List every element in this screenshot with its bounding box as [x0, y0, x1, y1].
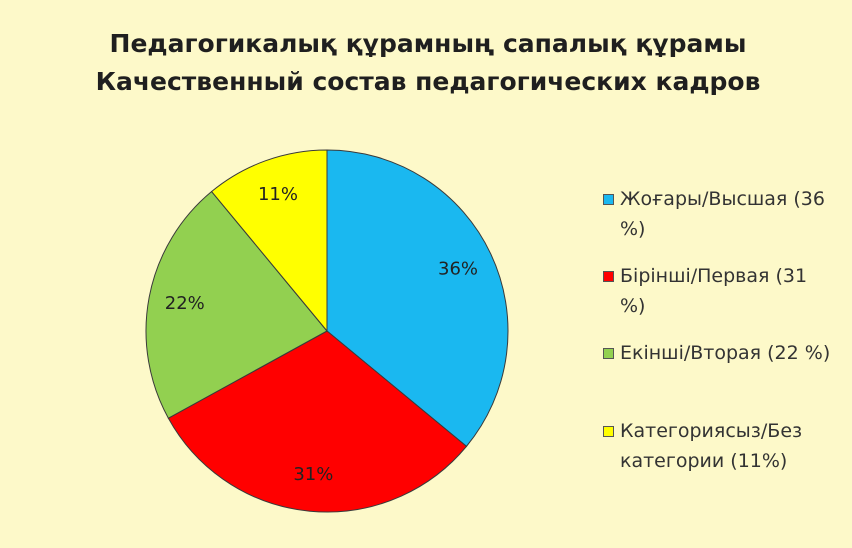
- legend-swatch: [603, 194, 614, 205]
- chart-subtitle: Качественный состав педагогических кадро…: [96, 67, 761, 96]
- legend-item: Категориясыз/Без категории (11%): [603, 416, 833, 476]
- pie-slice: [326, 149, 509, 448]
- legend-item: Екінші/Вторая (22 %): [603, 338, 833, 368]
- legend-item: Бірінші/Первая (31 %): [603, 261, 833, 321]
- data-label: 22%: [165, 293, 205, 314]
- legend-swatch: [603, 348, 614, 359]
- pie-slice: [167, 330, 468, 513]
- legend-item: Жоғары/Высшая (36 %): [603, 184, 833, 244]
- legend-label: Екінші/Вторая (22 %): [620, 342, 831, 364]
- pie-slice: [210, 149, 328, 333]
- legend-swatch: [603, 271, 614, 282]
- legend-label: Жоғары/Высшая (36 %): [620, 188, 825, 240]
- data-label: 31%: [293, 464, 333, 485]
- legend-label: Категориясыз/Без категории (11%): [620, 420, 803, 472]
- chart-title: Педагогикалық құрамның сапалық құрамы: [110, 29, 747, 58]
- legend-swatch: [603, 426, 614, 437]
- data-label: 11%: [258, 184, 298, 205]
- legend-label: Бірінші/Первая (31 %): [620, 265, 808, 317]
- pie-slice: [145, 190, 328, 419]
- data-label: 36%: [438, 258, 478, 279]
